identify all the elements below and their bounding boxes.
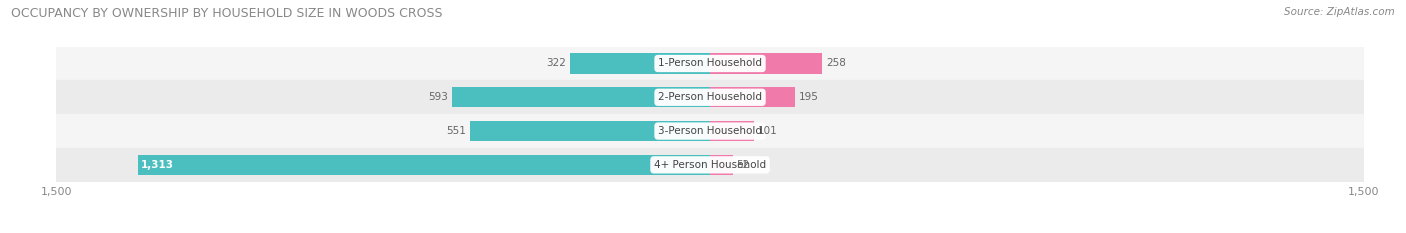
Text: OCCUPANCY BY OWNERSHIP BY HOUSEHOLD SIZE IN WOODS CROSS: OCCUPANCY BY OWNERSHIP BY HOUSEHOLD SIZE… bbox=[11, 7, 443, 20]
Text: 101: 101 bbox=[758, 126, 778, 136]
Text: 1,313: 1,313 bbox=[141, 160, 174, 170]
Bar bbox=[451, 87, 710, 107]
Bar bbox=[569, 53, 710, 74]
Text: 258: 258 bbox=[825, 58, 846, 69]
Bar bbox=[710, 53, 823, 74]
Text: 195: 195 bbox=[799, 92, 818, 102]
Bar bbox=[56, 148, 1364, 182]
Text: Source: ZipAtlas.com: Source: ZipAtlas.com bbox=[1284, 7, 1395, 17]
Text: 322: 322 bbox=[547, 58, 567, 69]
Text: 593: 593 bbox=[429, 92, 449, 102]
Bar bbox=[56, 80, 1364, 114]
Bar bbox=[138, 155, 710, 175]
Bar bbox=[56, 47, 1364, 80]
Bar bbox=[710, 87, 794, 107]
Text: 551: 551 bbox=[447, 126, 467, 136]
Text: 4+ Person Household: 4+ Person Household bbox=[654, 160, 766, 170]
Bar bbox=[470, 121, 710, 141]
Text: 3-Person Household: 3-Person Household bbox=[658, 126, 762, 136]
Text: 2-Person Household: 2-Person Household bbox=[658, 92, 762, 102]
Bar bbox=[710, 121, 754, 141]
Text: 1-Person Household: 1-Person Household bbox=[658, 58, 762, 69]
Text: 52: 52 bbox=[737, 160, 749, 170]
Bar bbox=[710, 155, 733, 175]
Bar bbox=[56, 114, 1364, 148]
